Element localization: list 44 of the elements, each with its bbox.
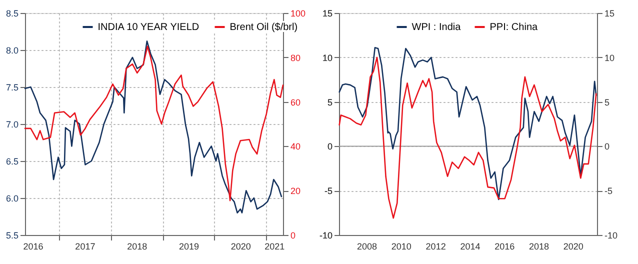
y2-tick-label: 60 (290, 97, 301, 108)
y-tick-label: 0 (327, 142, 332, 152)
line-series (338, 46, 597, 200)
x-tick-label: 2012 (426, 242, 446, 252)
y-tick-label: 8.0 (6, 46, 18, 56)
x-tick-label: 2014 (460, 242, 480, 252)
x-tick-label: 2010 (391, 242, 412, 252)
x-tick-label: 2016 (23, 242, 44, 252)
y-tick-label: 7.5 (6, 82, 18, 92)
legend-label: WPI : India (412, 22, 462, 33)
y2-tick-label: -5 (604, 186, 613, 196)
x-tick-label: 2020 (230, 242, 251, 252)
x-tick-label: 2017 (75, 242, 96, 252)
y2-tick-label: 0 (290, 230, 296, 240)
y-tick-label: 7.0 (6, 120, 18, 130)
y2-tick-label: 40 (290, 142, 301, 152)
x-tick-label: 2019 (179, 242, 200, 252)
legend-label: Brent Oil ($/brl) (230, 22, 298, 33)
y-tick-label: 5.5 (6, 230, 18, 240)
y-tick-label: -10 (319, 230, 332, 240)
line-series (338, 56, 597, 219)
x-tick-label: 2008 (357, 242, 378, 252)
x-tick-label: 2018 (127, 242, 148, 252)
y2-tick-label: 15 (604, 8, 615, 18)
y2-tick-label: 5 (604, 97, 610, 108)
y2-tick-label: 80 (290, 52, 301, 63)
y-tick-label: 5 (327, 97, 332, 108)
y-tick-label: 6.5 (6, 156, 18, 166)
legend-label: PPI: China (490, 22, 538, 33)
x-tick-label: 2018 (529, 242, 550, 252)
y-tick-label: 6.0 (6, 194, 18, 204)
y-tick-label: 15 (322, 8, 332, 18)
y2-tick-label: 100 (290, 8, 306, 18)
y2-tick-label: 0 (604, 142, 610, 152)
y2-tick-label: -10 (604, 230, 618, 240)
y-tick-label: 8.5 (6, 8, 18, 18)
y-tick-label: 10 (322, 52, 332, 63)
x-tick-label: 2016 (494, 242, 515, 252)
y2-tick-label: 20 (290, 186, 301, 196)
x-tick-label: 2021 (264, 242, 285, 252)
legend-label: INDIA 10 YEAR YIELD (98, 22, 200, 33)
x-tick-label: 2020 (563, 242, 584, 252)
y-tick-label: -5 (324, 186, 332, 196)
y2-tick-label: 10 (604, 52, 615, 63)
